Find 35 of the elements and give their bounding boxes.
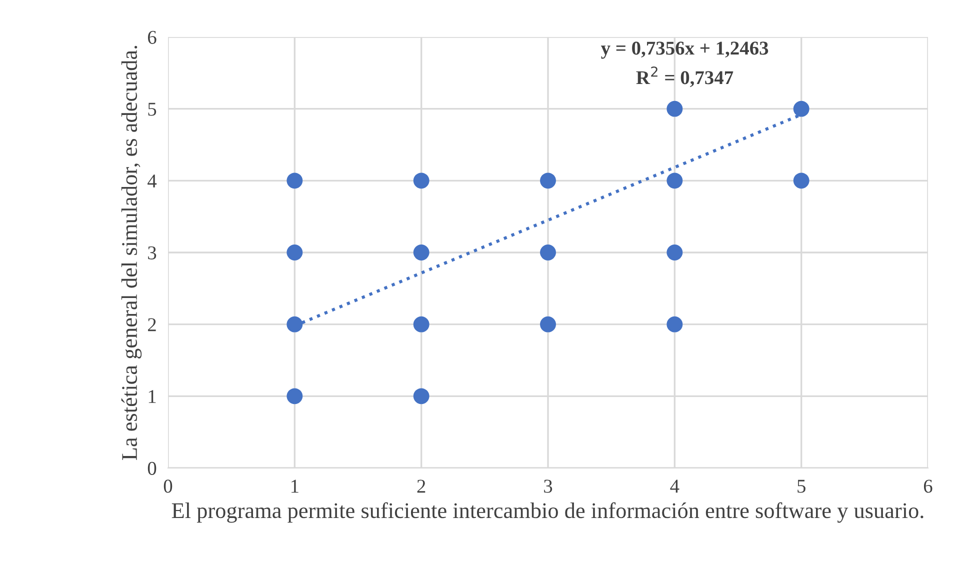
point xyxy=(793,100,810,117)
point xyxy=(413,244,430,260)
point xyxy=(540,172,556,189)
point xyxy=(286,316,303,332)
y-tick-label: 6 xyxy=(148,30,156,44)
y-tick-label: 2 xyxy=(148,318,156,332)
point xyxy=(540,244,556,260)
point xyxy=(540,316,556,332)
x-axis-title: El programa permite suficiente intercambio de información entre software y usuario. xyxy=(172,502,924,523)
point xyxy=(666,316,683,332)
x-tick-label: 4 xyxy=(670,480,680,493)
point xyxy=(286,172,303,189)
point xyxy=(666,244,683,260)
y-tick-label: 0 xyxy=(148,462,156,475)
x-tick-label: 5 xyxy=(798,480,806,493)
x-tick-label: 6 xyxy=(924,480,932,493)
x-tick-label: 2 xyxy=(417,480,426,493)
annotation: y = 0,7356x + 1,2463 xyxy=(600,42,768,59)
point xyxy=(286,244,303,260)
y-tick-label: 3 xyxy=(148,246,156,260)
y-axis-title: La estética general del simulador, es adecuada. xyxy=(121,46,142,460)
y-tick-label: 1 xyxy=(148,390,156,403)
x-tick-label: 0 xyxy=(164,480,172,493)
point xyxy=(286,388,303,404)
y-tick-label: 4 xyxy=(148,174,157,188)
point xyxy=(666,172,683,189)
point xyxy=(666,100,683,117)
x-tick-label: 3 xyxy=(544,480,552,493)
y-tick-label: 5 xyxy=(148,102,156,116)
annotation: R$^{2}$ = 0,7347 xyxy=(636,66,734,88)
x-tick-label: 1 xyxy=(292,480,298,493)
point xyxy=(413,316,430,332)
point xyxy=(413,388,430,404)
point xyxy=(793,172,810,189)
point xyxy=(413,172,430,189)
